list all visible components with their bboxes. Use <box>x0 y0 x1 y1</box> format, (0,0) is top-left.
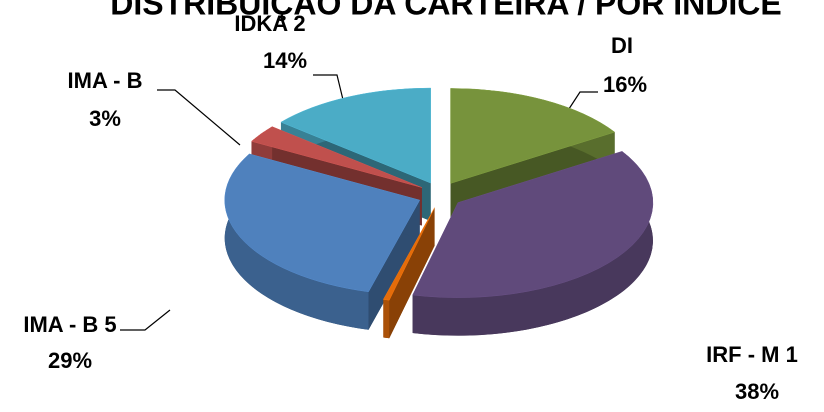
slice-side <box>224 153 369 330</box>
slice-value-label: 38% <box>735 379 779 404</box>
slice-label: IRF - M 1 <box>706 342 798 367</box>
slice-top <box>250 126 422 188</box>
labels: DI 16% IRF - M 1 38% IMA - B 5 29% IMA - B 3% ID… <box>23 11 797 404</box>
leader-line <box>564 91 598 116</box>
slice-label: IDKA 2 <box>234 11 305 36</box>
slice <box>382 207 435 339</box>
slice-value-label: 16% <box>603 72 647 97</box>
slice-top <box>382 207 435 301</box>
slice-top <box>412 151 654 298</box>
leader-line <box>157 89 241 146</box>
leader-line <box>313 74 346 109</box>
slice <box>412 151 654 336</box>
slice-cut <box>383 207 435 338</box>
slice-top <box>280 87 431 184</box>
leader-line <box>120 309 171 331</box>
slice-value-label: 14% <box>263 48 307 73</box>
slice-label: DI <box>611 33 633 58</box>
slice-side <box>412 151 653 336</box>
slice-value-label: 29% <box>48 348 92 373</box>
slice-label: IMA - B <box>68 68 143 93</box>
leader-lines <box>120 74 598 331</box>
chart-title: DISTRIBUIÇÃO DA CARTEIRA / POR ÍNDICE <box>110 0 781 21</box>
slice-value-label: 3% <box>89 106 121 131</box>
slice <box>224 153 421 330</box>
slice-label: IMA - B 5 <box>23 312 116 337</box>
slice-side <box>383 299 390 339</box>
slice-top <box>450 88 616 184</box>
slice-top <box>224 153 421 293</box>
pie <box>224 87 654 339</box>
